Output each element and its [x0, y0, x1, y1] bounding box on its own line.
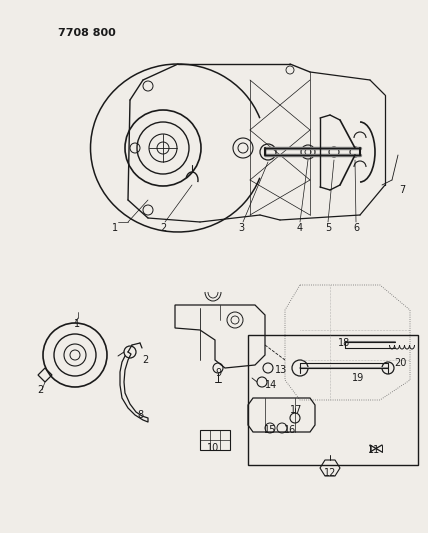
Text: 17: 17 — [290, 405, 302, 415]
Text: 4: 4 — [297, 223, 303, 233]
Text: 8: 8 — [137, 410, 143, 420]
Text: 14: 14 — [265, 380, 277, 390]
Text: 6: 6 — [353, 223, 359, 233]
Text: 16: 16 — [284, 425, 296, 435]
Text: 13: 13 — [275, 365, 287, 375]
Text: 11: 11 — [368, 445, 380, 455]
Text: 1: 1 — [74, 319, 80, 329]
Text: 7: 7 — [399, 185, 405, 195]
Text: 15: 15 — [264, 425, 276, 435]
Text: 18: 18 — [338, 338, 350, 348]
Text: 2: 2 — [160, 223, 166, 233]
Text: 20: 20 — [394, 358, 406, 368]
Text: 10: 10 — [207, 443, 219, 453]
Text: 2: 2 — [142, 355, 148, 365]
Text: 7708 800: 7708 800 — [58, 28, 116, 38]
Text: 3: 3 — [238, 223, 244, 233]
Text: 9: 9 — [215, 368, 221, 378]
Text: 12: 12 — [324, 468, 336, 478]
Bar — [248, 335, 418, 465]
Text: 1: 1 — [112, 223, 118, 233]
Text: 19: 19 — [352, 373, 364, 383]
Text: 5: 5 — [325, 223, 331, 233]
Text: 2: 2 — [37, 385, 43, 395]
